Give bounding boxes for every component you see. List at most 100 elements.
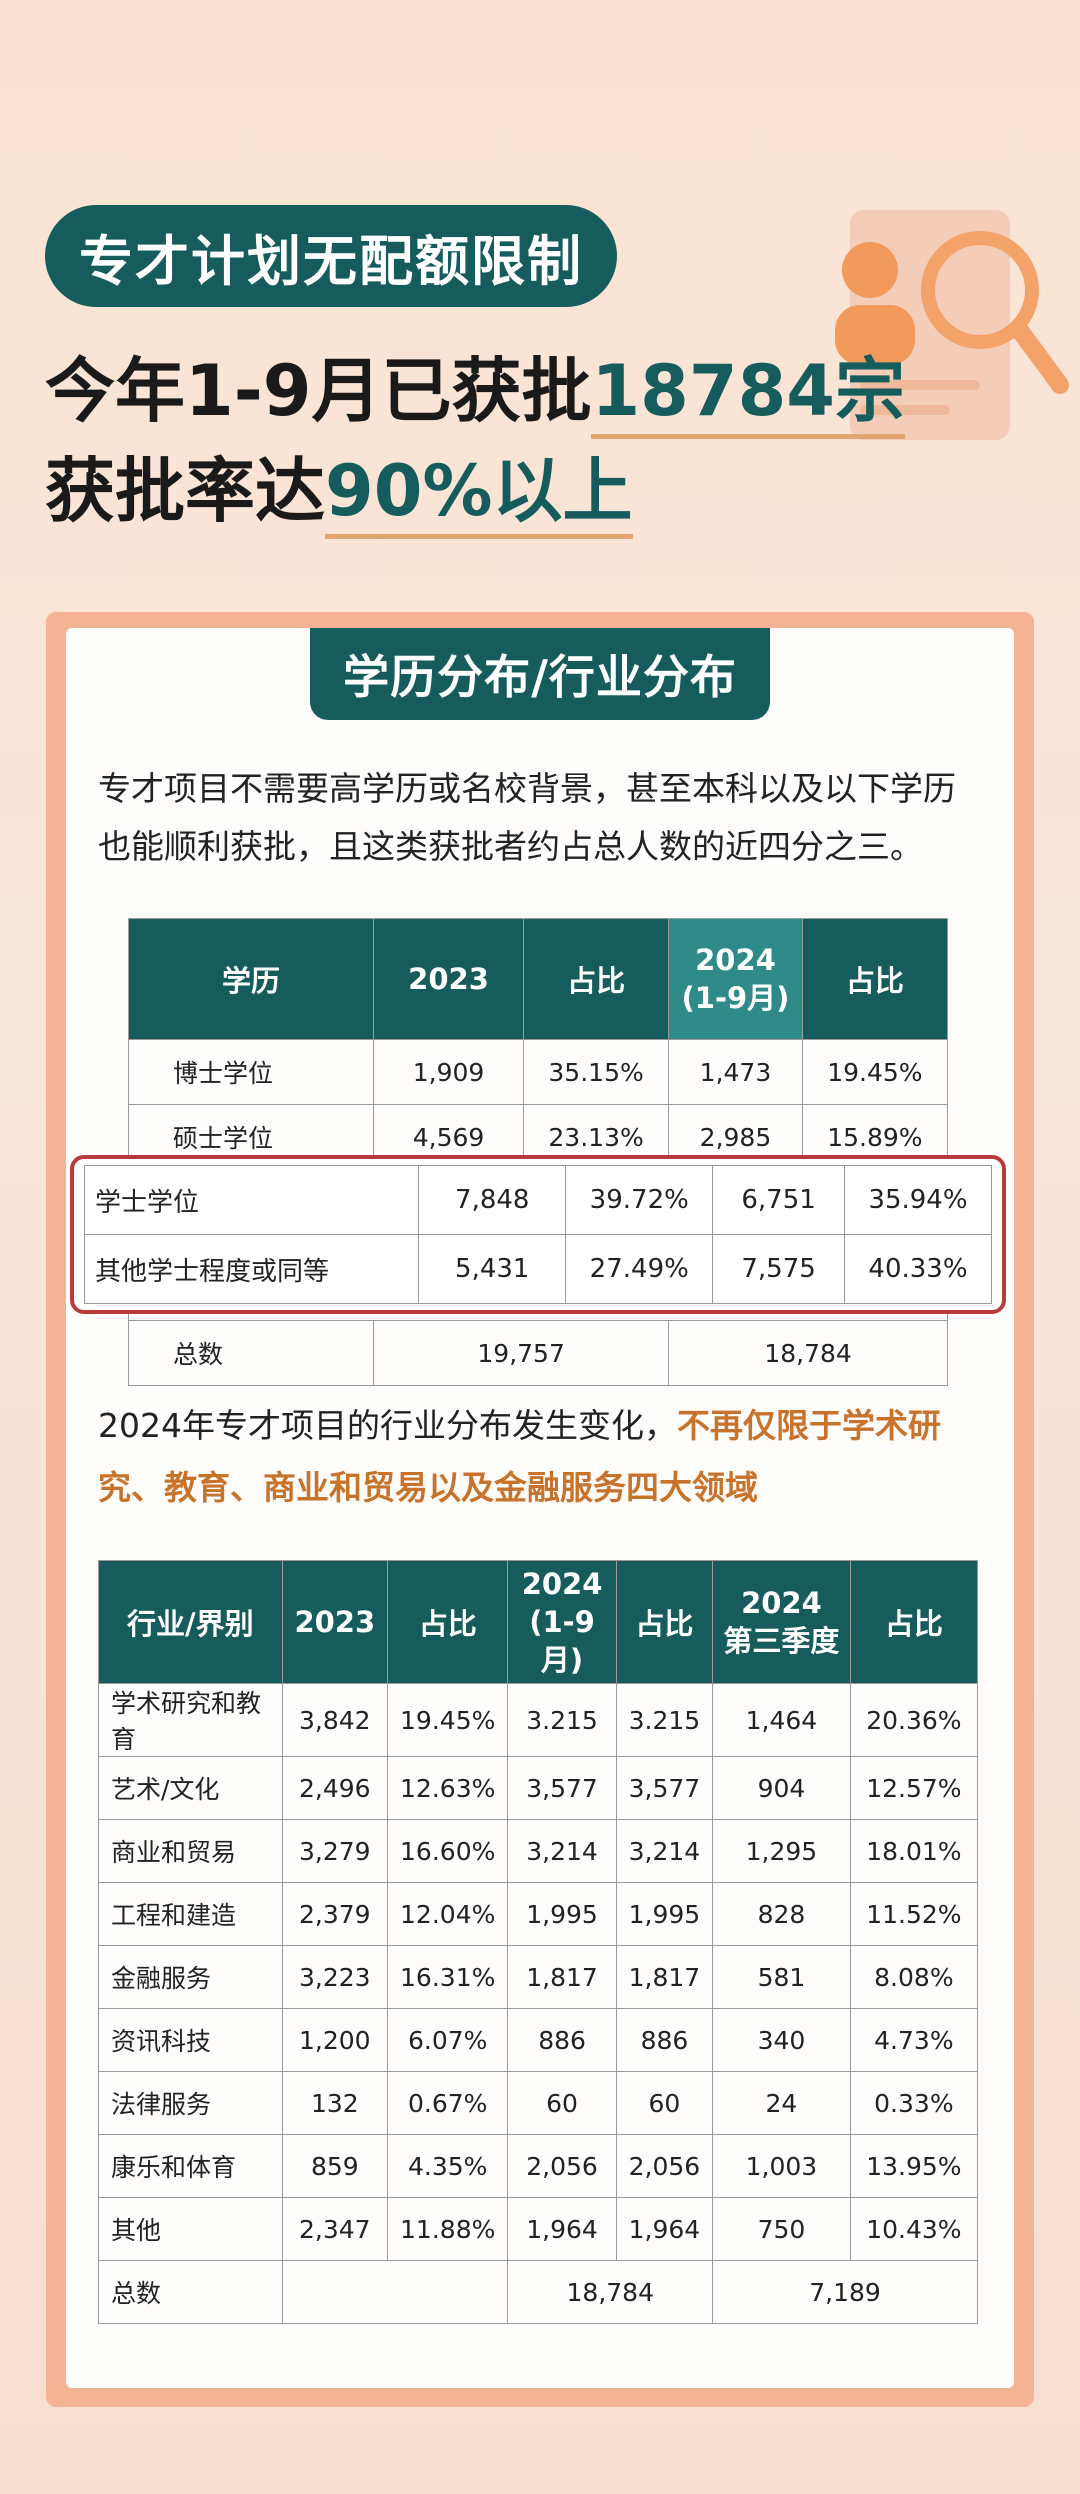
table-row: 工程和建造 2,379 12.04% 1,995 1,995 828 11.52% [98, 1882, 979, 1946]
industry-intro-paragraph: 2024年专才项目的行业分布发生变化，不再仅限于学术研究、教育、商业和贸易以及金… [98, 1395, 988, 1519]
table-cell: 1,995 [615, 1882, 714, 1946]
table-cell: 828 [712, 1882, 851, 1946]
table-cell: 4.35% [386, 2134, 509, 2198]
total-2024: 18,784 [668, 1320, 948, 1386]
table-cell: 750 [712, 2197, 851, 2261]
table-cell: 1,200 [281, 2008, 389, 2072]
headline-line2-prefix: 获批率达 [45, 450, 325, 532]
table-cell: 19.45% [801, 1039, 949, 1105]
table-cell: 工程和建造 [98, 1882, 283, 1946]
table-cell: 0.33% [849, 2071, 979, 2135]
table-cell: 博士学位 [127, 1039, 375, 1105]
total-2024: 18,784 [507, 2260, 714, 2324]
education-table: 学历 2023 占比 2024 (1-9月) 占比 博士学位 1,909 35.… [127, 918, 949, 1386]
table-cell: 7,575 [712, 1234, 845, 1304]
table-cell: 艺术/文化 [98, 1756, 283, 1820]
table-cell: 12.63% [386, 1756, 509, 1820]
header-cell: 行业/界别 [98, 1560, 283, 1684]
table-row: 学术研究和教育 3,842 19.45% 3.215 3.215 1,464 20.36% [98, 1683, 979, 1757]
table-cell: 12.57% [849, 1756, 979, 1820]
industry-intro-emphasis: 不再仅限于学术研究、教育、商业和贸易以及金融服务四大领域 [98, 1406, 941, 1507]
table-row: 其他 2,347 11.88% 1,964 1,964 750 10.43% [98, 2197, 979, 2261]
table-cell: 0.67% [386, 2071, 509, 2135]
table-cell: 1,964 [615, 2197, 714, 2261]
headline-line2-highlight: 90%以上 [325, 450, 633, 539]
table-total-row: 总数 19,757 18,784 [127, 1320, 948, 1386]
header-cell: 占比 [386, 1560, 509, 1684]
table-cell: 7,848 [418, 1165, 567, 1235]
industry-intro-text: 2024年专才项目的行业分布发生变化， [98, 1406, 677, 1445]
table-cell: 340 [712, 2008, 851, 2072]
table-cell: 1,817 [507, 1945, 617, 2009]
table-cell: 2,496 [281, 1756, 389, 1820]
table-cell: 904 [712, 1756, 851, 1820]
table-row: 金融服务 3,223 16.31% 1,817 1,817 581 8.08% [98, 1945, 979, 2009]
table-cell: 5,431 [418, 1234, 567, 1304]
table-cell: 2,056 [507, 2134, 617, 2198]
table-cell: 3,279 [281, 1819, 389, 1883]
table-cell: 3,842 [281, 1683, 389, 1757]
section-title: 学历分布/行业分布 [310, 628, 770, 720]
table-cell: 6,751 [712, 1165, 845, 1235]
table-cell: 6.07% [386, 2008, 509, 2072]
table-cell: 法律服务 [98, 2071, 283, 2135]
table-cell: 康乐和体育 [98, 2134, 283, 2198]
total-q3: 7,189 [712, 2260, 978, 2324]
table-row: 学士学位 7,848 39.72% 6,751 35.94% [83, 1165, 993, 1235]
header-cell: 占比 [801, 918, 949, 1040]
table-cell: 2,056 [615, 2134, 714, 2198]
table-row: 其他学士程度或同等 5,431 27.49% 7,575 40.33% [83, 1234, 993, 1304]
table-cell: 2,347 [281, 2197, 389, 2261]
table-cell: 1,003 [712, 2134, 851, 2198]
table-cell: 39.72% [565, 1165, 714, 1235]
table-cell: 3.215 [507, 1683, 617, 1757]
total-2023-empty [281, 2260, 509, 2324]
total-label: 总数 [98, 2260, 283, 2324]
table-row: 商业和贸易 3,279 16.60% 3,214 3,214 1,295 18.01% [98, 1819, 979, 1883]
table-cell: 581 [712, 1945, 851, 2009]
table-cell: 1,464 [712, 1683, 851, 1757]
table-cell: 24 [712, 2071, 851, 2135]
table-cell: 35.94% [843, 1165, 993, 1235]
table-cell: 16.31% [386, 1945, 509, 2009]
table-cell: 资讯科技 [98, 2008, 283, 2072]
header-cell: 2024 第三季度 [712, 1560, 851, 1684]
table-cell: 3.215 [615, 1683, 714, 1757]
industry-table: 行业/界别 2023 占比 2024 (1-9月) 占比 2024 第三季度 占… [98, 1560, 979, 2324]
table-cell: 4.73% [849, 2008, 979, 2072]
total-2023: 19,757 [373, 1320, 670, 1386]
table-cell: 金融服务 [98, 1945, 283, 2009]
table-row: 法律服务 132 0.67% 60 60 24 0.33% [98, 2071, 979, 2135]
table-cell: 886 [615, 2008, 714, 2072]
table-row: 艺术/文化 2,496 12.63% 3,577 3,577 904 12.57% [98, 1756, 979, 1820]
table-cell: 35.15% [522, 1039, 670, 1105]
table-cell: 13.95% [849, 2134, 979, 2198]
table-cell: 其他学士程度或同等 [83, 1234, 420, 1304]
table-cell: 132 [281, 2071, 389, 2135]
highlighted-education-rows: 学士学位 7,848 39.72% 6,751 35.94% 其他学士程度或同等… [83, 1165, 993, 1304]
table-cell: 3,214 [615, 1819, 714, 1883]
table-cell: 3,577 [615, 1756, 714, 1820]
table-cell: 学士学位 [83, 1165, 420, 1235]
table-cell: 11.88% [386, 2197, 509, 2261]
table-cell: 1,817 [615, 1945, 714, 2009]
table-cell: 19.45% [386, 1683, 509, 1757]
table-cell: 其他 [98, 2197, 283, 2261]
table-cell: 16.60% [386, 1819, 509, 1883]
header-cell: 2023 [373, 918, 524, 1040]
headline-line1-highlight: 18784宗 [591, 350, 905, 439]
table-row: 康乐和体育 859 4.35% 2,056 2,056 1,003 13.95% [98, 2134, 979, 2198]
table-cell: 12.04% [386, 1882, 509, 1946]
headline-line1-prefix: 今年1-9月已获批 [45, 350, 592, 432]
table-row: 博士学位 1,909 35.15% 1,473 19.45% [127, 1039, 949, 1105]
header-badge: 专才计划无配额限制 [45, 205, 617, 307]
header-cell: 2023 [281, 1560, 389, 1684]
table-cell: 1,473 [668, 1039, 803, 1105]
table-cell: 20.36% [849, 1683, 979, 1757]
table-cell: 3,214 [507, 1819, 617, 1883]
table-cell: 10.43% [849, 2197, 979, 2261]
header-cell: 占比 [522, 918, 670, 1040]
table-cell: 18.01% [849, 1819, 979, 1883]
header-cell: 2024 (1-9月) [668, 918, 803, 1040]
table-row: 资讯科技 1,200 6.07% 886 886 340 4.73% [98, 2008, 979, 2072]
